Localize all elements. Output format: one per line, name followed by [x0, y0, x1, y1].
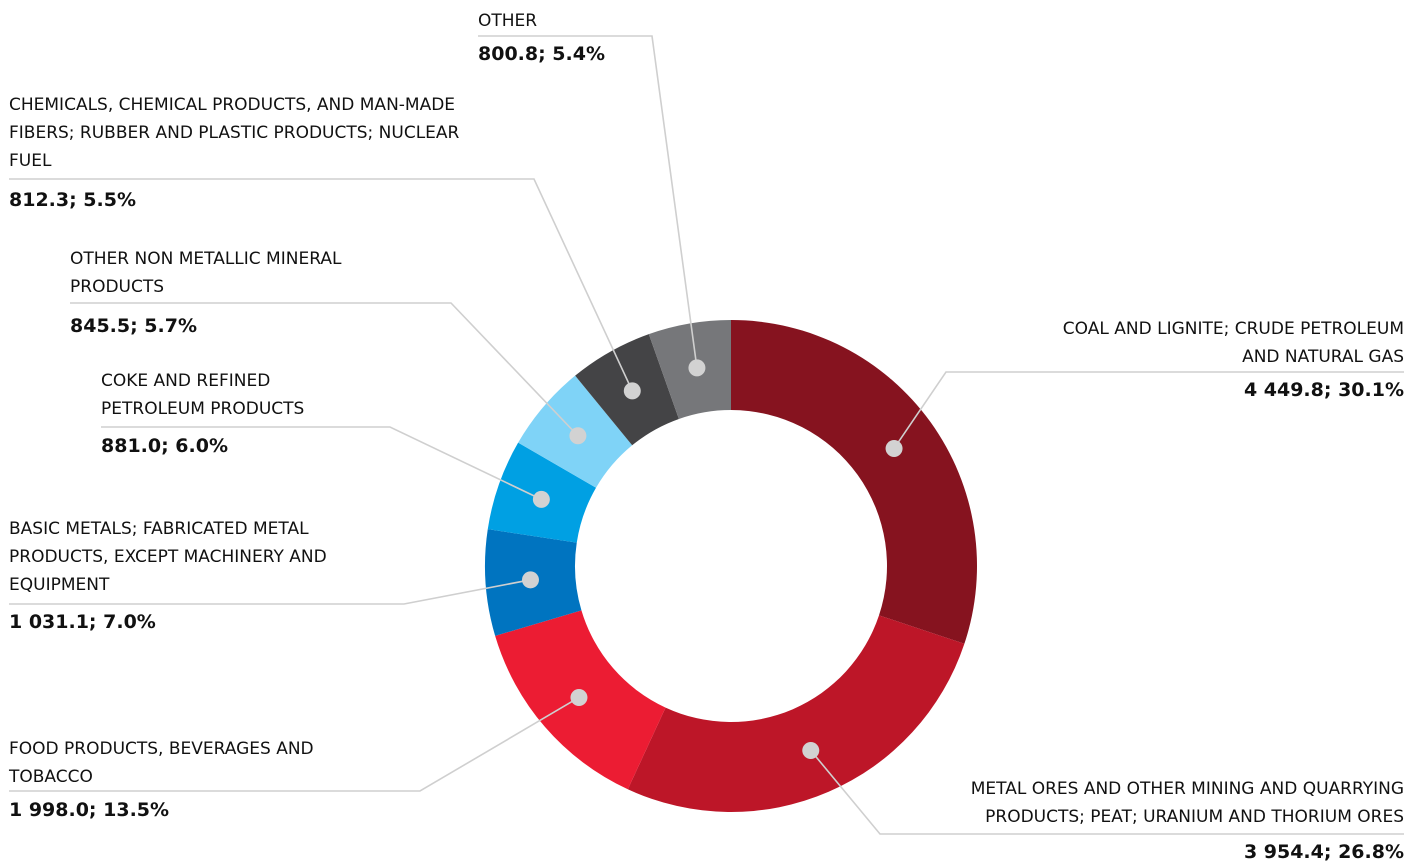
slice-marker-dot [532, 490, 550, 508]
slice-label-line: BASIC METALS; FABRICATED METAL [9, 519, 309, 539]
slice-label-line: PRODUCTS, EXCEPT MACHINERY AND [9, 547, 327, 567]
slice-marker-dot [885, 439, 903, 457]
slice-value-label: 3 954.4; 26.8% [1244, 841, 1404, 863]
slice-labels: COAL AND LIGNITE; CRUDE PETROLEUM AND NAT… [8, 11, 1404, 863]
leader-line [893, 371, 1404, 449]
leader-line [810, 749, 1404, 835]
slice-label-line: AND NATURAL GAS [1242, 347, 1404, 367]
slice-label-line: PETROLEUM PRODUCTS [101, 399, 304, 419]
slice-label-line: COAL AND LIGNITE; CRUDE PETROLEUM [1063, 319, 1404, 339]
slice-label-line: COKE AND REFINED [101, 371, 270, 391]
slice-label-line: PRODUCTS; PEAT; URANIUM AND THORIUM ORES [985, 807, 1404, 827]
slice-value-label: 1 031.1; 7.0% [9, 611, 156, 633]
leader-line [70, 302, 579, 437]
slice-value-label: 812.3; 5.5% [9, 189, 136, 211]
slice-label-line: PRODUCTS [70, 277, 164, 297]
slice-value-label: 800.8; 5.4% [478, 43, 605, 65]
slice-label-line: CHEMICALS, CHEMICAL PRODUCTS, AND MAN-MA… [9, 95, 455, 115]
slice-label-line: TOBACCO [8, 767, 93, 787]
slice-marker-dot [569, 427, 587, 445]
slice-value-label: 845.5; 5.7% [70, 315, 197, 337]
leader-line [101, 426, 542, 501]
donut-slice [731, 320, 977, 644]
leader-line [9, 579, 531, 605]
slice-marker-dot [570, 688, 588, 706]
slice-label-line: FIBERS; RUBBER AND PLASTIC PRODUCTS; NUC… [9, 123, 460, 143]
slice-value-label: 881.0; 6.0% [101, 435, 228, 457]
slice-value-label: 1 998.0; 13.5% [9, 799, 169, 821]
slice-label-line: OTHER [478, 11, 537, 31]
leader-line [9, 696, 580, 792]
slice-label-line: FUEL [9, 151, 52, 171]
slice-label-line: FOOD PRODUCTS, BEVERAGES AND [9, 739, 314, 759]
slice-label-line: EQUIPMENT [9, 575, 110, 595]
slice-label-line: OTHER NON METALLIC MINERAL [70, 249, 342, 269]
slice-marker-dot [688, 359, 706, 377]
slice-marker-dot [521, 571, 539, 589]
slice-value-label: 4 449.8; 30.1% [1244, 379, 1404, 401]
donut-slices [484, 320, 977, 812]
donut-slice [627, 615, 965, 812]
leader-lines [9, 35, 1404, 835]
slice-marker-dot [802, 741, 820, 759]
slice-label-line: METAL ORES AND OTHER MINING AND QUARRYIN… [971, 779, 1404, 799]
leader-line [478, 35, 698, 369]
slice-marker-dot [623, 382, 641, 400]
leader-line [9, 178, 634, 392]
